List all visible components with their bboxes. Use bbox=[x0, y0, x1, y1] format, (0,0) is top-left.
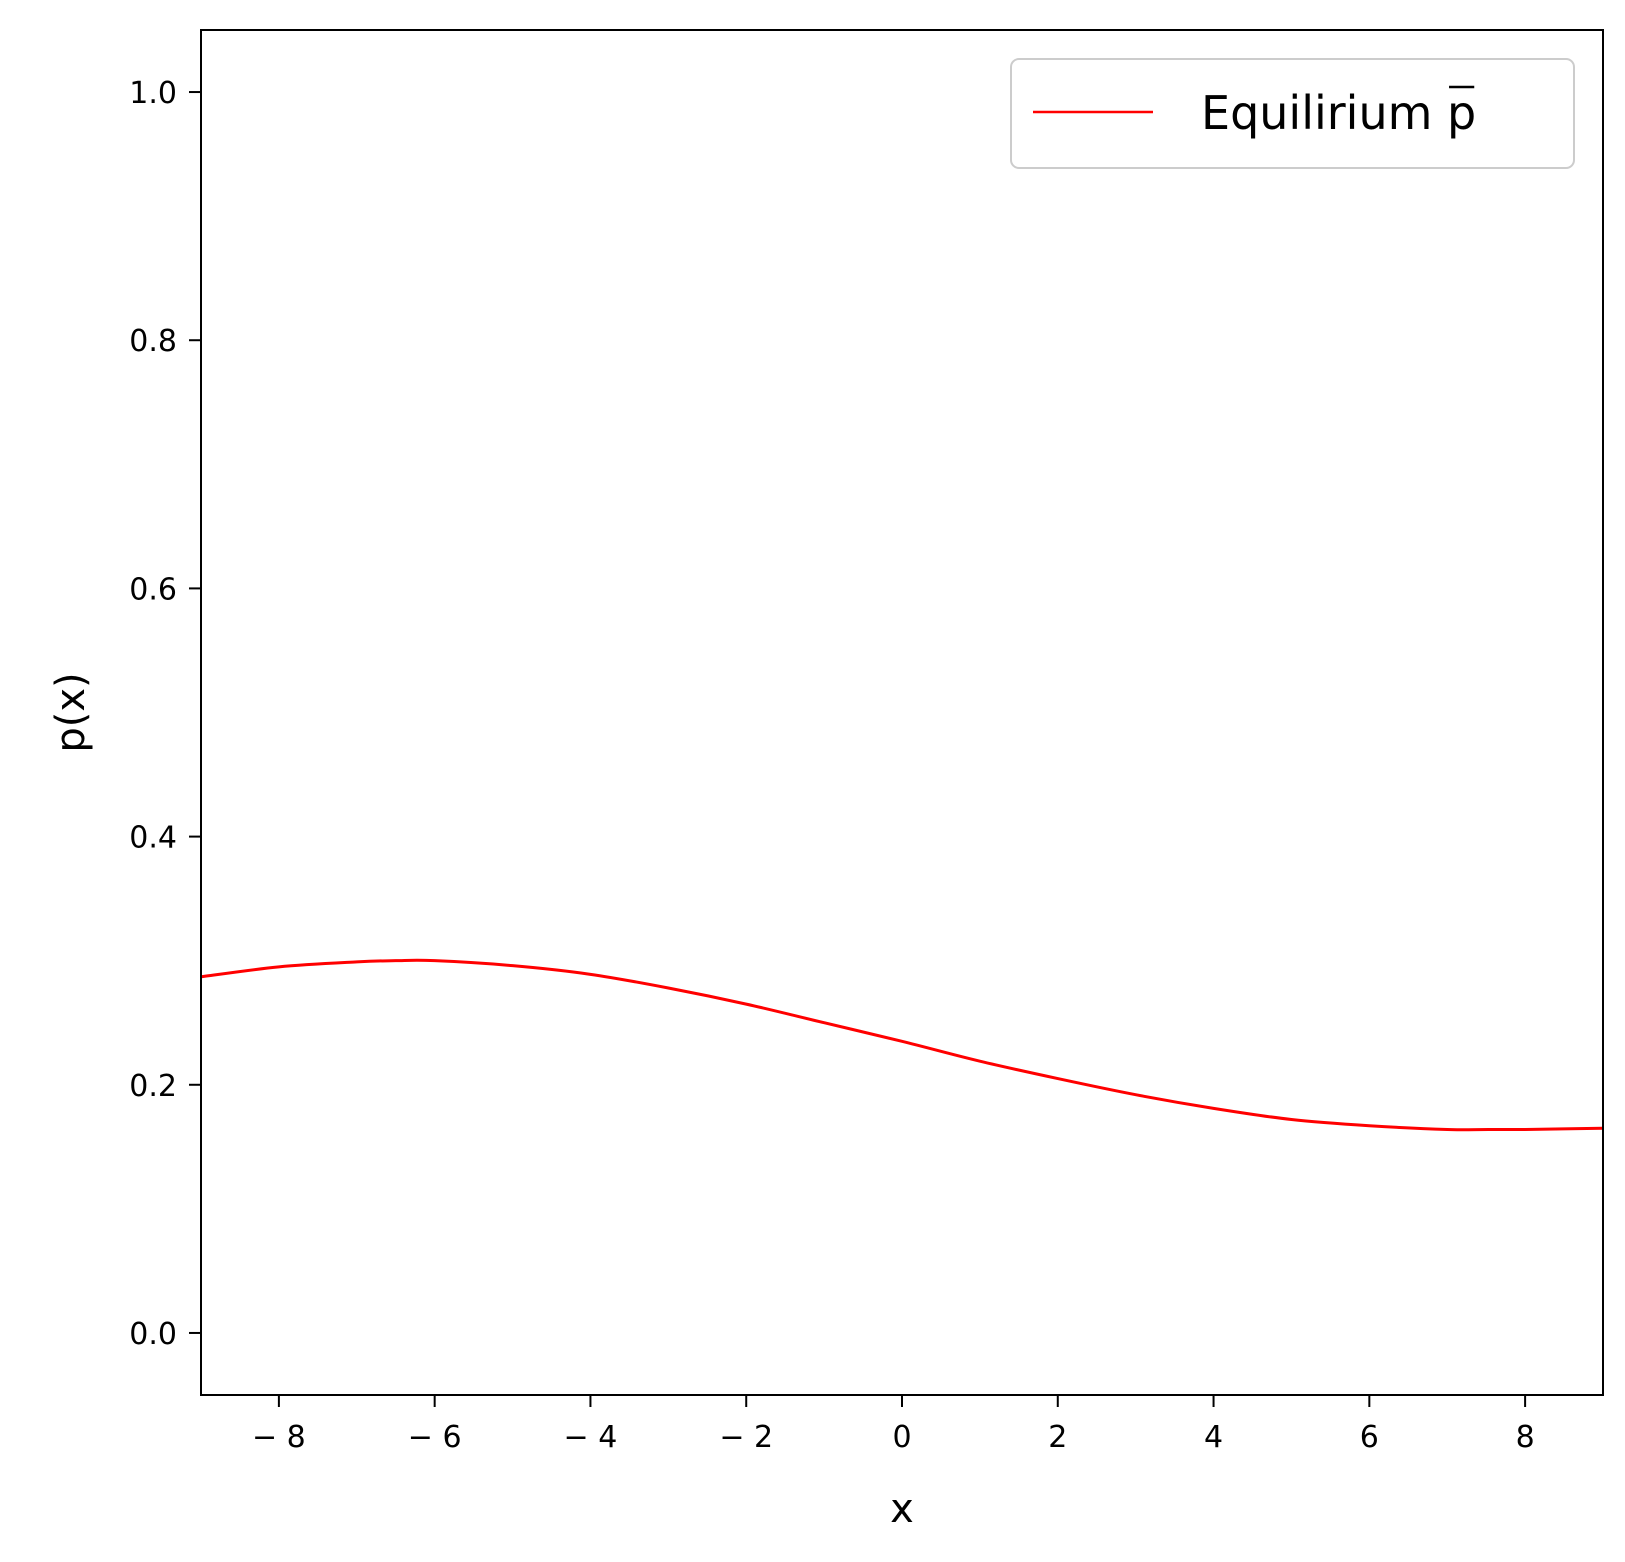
y-tick-label: 0.0 bbox=[129, 1317, 177, 1352]
x-tick-label: 2 bbox=[1048, 1420, 1067, 1455]
y-tick-label: 0.4 bbox=[129, 821, 177, 856]
x-tick-label: 8 bbox=[1516, 1420, 1535, 1455]
y-tick-label: 1.0 bbox=[129, 76, 177, 111]
x-tick-label: − 4 bbox=[564, 1420, 618, 1455]
y-axis-label: p(x) bbox=[48, 672, 94, 752]
legend-label-text: Equilirium bbox=[1201, 86, 1447, 140]
legend: Equilirium p bbox=[1010, 58, 1575, 169]
x-tick-label: 6 bbox=[1360, 1420, 1379, 1455]
series-layer bbox=[200, 958, 1604, 1132]
x-tick-label: − 2 bbox=[719, 1420, 773, 1455]
legend-box bbox=[1010, 58, 1575, 169]
y-axis: 0.0 0.2 0.4 0.6 0.8 1.0 bbox=[129, 76, 201, 1352]
x-tick-label: − 6 bbox=[408, 1420, 462, 1455]
legend-label-math: p bbox=[1447, 86, 1476, 140]
x-tick-label: − 8 bbox=[252, 1420, 306, 1455]
legend-label: Equilirium p bbox=[1201, 86, 1476, 140]
series-line bbox=[200, 958, 1604, 1132]
y-tick-label: 0.6 bbox=[129, 572, 177, 607]
y-tick-label: 0.2 bbox=[129, 1069, 177, 1104]
y-tick-label: 0.8 bbox=[129, 324, 177, 359]
x-axis: − 8 − 6 − 4 − 2 0 2 4 6 8 bbox=[252, 1395, 1535, 1455]
x-tick-label: 0 bbox=[892, 1420, 911, 1455]
x-tick-label: 4 bbox=[1204, 1420, 1223, 1455]
x-axis-label: x bbox=[890, 1486, 914, 1532]
